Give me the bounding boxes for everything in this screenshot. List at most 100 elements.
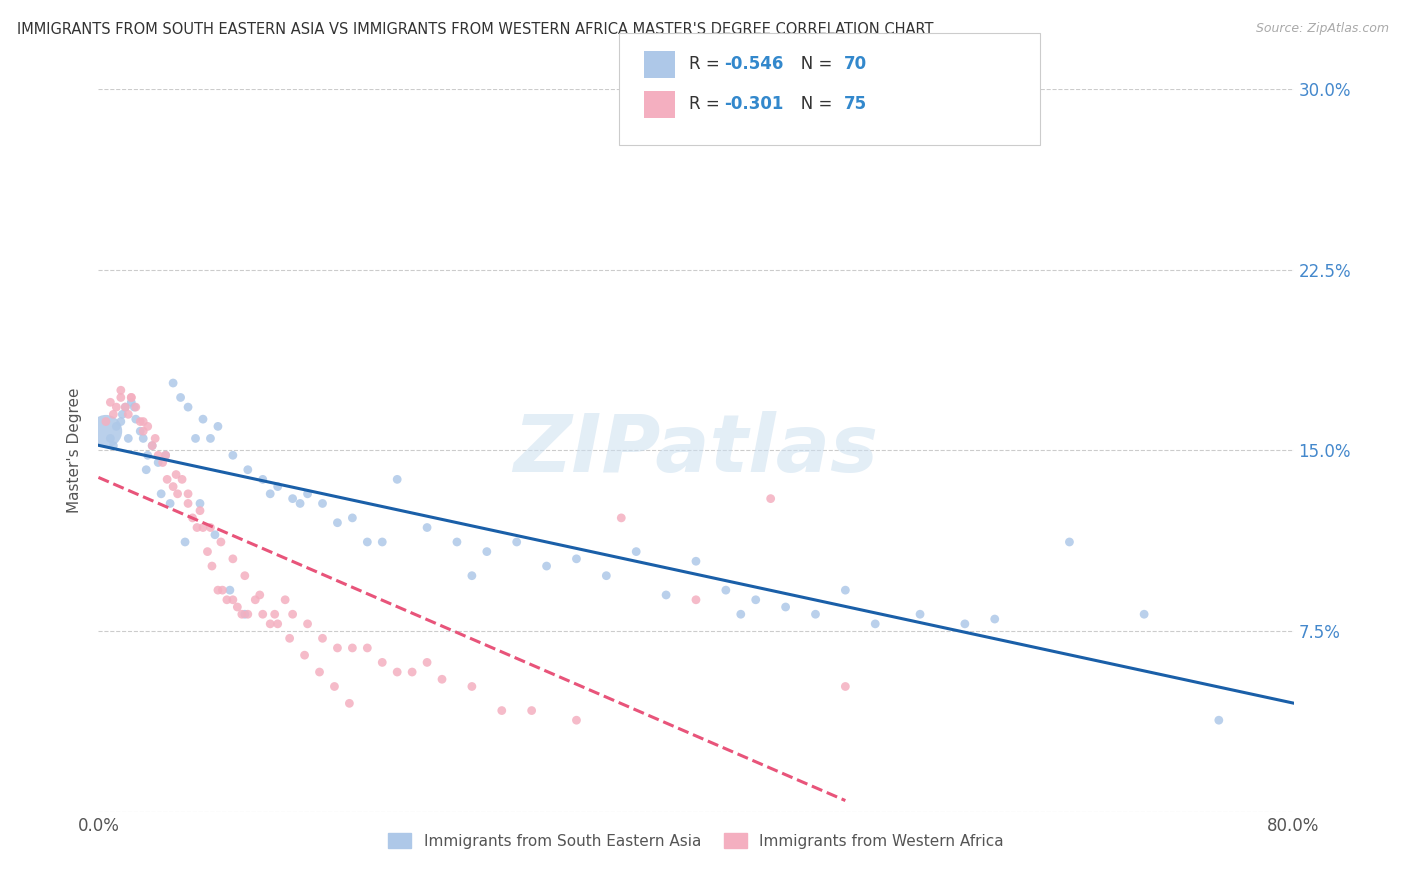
Point [207, 583, 229, 598]
Point [908, 607, 931, 622]
Point [174, 535, 197, 549]
Point [159, 496, 181, 510]
Point [186, 520, 208, 534]
Point [204, 527, 226, 541]
Point [114, 400, 136, 414]
Point [191, 412, 214, 426]
Point [834, 680, 856, 694]
Point [416, 656, 439, 670]
Point [148, 448, 170, 462]
Text: R =: R = [689, 55, 725, 73]
Point [249, 588, 271, 602]
Point [356, 640, 378, 655]
Point [111, 407, 134, 421]
Point [520, 704, 543, 718]
Point [714, 583, 737, 598]
Point [125, 412, 148, 426]
Point [326, 516, 349, 530]
Point [1133, 607, 1156, 622]
Point [281, 491, 304, 506]
Point [491, 704, 513, 718]
Point [294, 648, 316, 662]
Point [984, 612, 1007, 626]
Point [595, 568, 617, 582]
Point [98, 431, 122, 445]
Point [536, 559, 558, 574]
Point [132, 424, 155, 438]
Point [281, 607, 304, 622]
Point [110, 384, 132, 398]
Point [222, 448, 245, 462]
Text: -0.546: -0.546 [724, 55, 783, 73]
Point [342, 640, 364, 655]
Point [259, 616, 281, 631]
Point [288, 496, 311, 510]
Point [177, 400, 200, 414]
Point [103, 407, 125, 421]
Point [120, 391, 142, 405]
Point [506, 535, 529, 549]
Text: ZIPatlas: ZIPatlas [513, 411, 879, 490]
Point [745, 592, 768, 607]
Text: Source: ZipAtlas.com: Source: ZipAtlas.com [1256, 22, 1389, 36]
Point [222, 551, 245, 566]
Point [356, 535, 378, 549]
Point [148, 455, 170, 469]
Point [117, 407, 139, 421]
Point [114, 400, 136, 414]
Point [135, 463, 157, 477]
Point [385, 665, 409, 679]
Point [150, 487, 173, 501]
Point [94, 424, 117, 438]
Point [219, 583, 242, 598]
Point [371, 656, 394, 670]
Point [252, 607, 274, 622]
Point [308, 665, 330, 679]
Point [132, 431, 155, 445]
Point [259, 487, 281, 501]
Point [226, 599, 249, 614]
Point [98, 395, 122, 409]
Point [233, 568, 256, 582]
Point [177, 496, 200, 510]
Point [166, 487, 188, 501]
Text: R =: R = [689, 95, 725, 113]
Text: N =: N = [785, 95, 837, 113]
Text: 70: 70 [844, 55, 866, 73]
Point [267, 616, 290, 631]
Point [297, 487, 319, 501]
Point [565, 713, 588, 727]
Point [446, 535, 468, 549]
Point [141, 439, 163, 453]
Point [385, 472, 409, 486]
Point [207, 419, 229, 434]
Point [162, 480, 184, 494]
Point [342, 511, 364, 525]
Point [233, 607, 256, 622]
Text: N =: N = [785, 55, 837, 73]
Point [105, 400, 128, 414]
Point [165, 467, 187, 482]
Point [323, 680, 346, 694]
Point [297, 616, 319, 631]
Point [188, 496, 211, 510]
Point [236, 463, 259, 477]
Point [730, 607, 752, 622]
Point [685, 592, 707, 607]
Point [274, 592, 297, 607]
Point [339, 696, 361, 710]
Point [311, 496, 333, 510]
Point [685, 554, 707, 568]
Point [143, 431, 166, 445]
Point [252, 472, 274, 486]
Point [120, 391, 142, 405]
Point [200, 431, 222, 445]
Point [201, 559, 224, 574]
Point [655, 588, 678, 602]
Point [1208, 713, 1230, 727]
Point [461, 568, 484, 582]
Point [94, 415, 117, 429]
Point [169, 391, 191, 405]
Point [197, 544, 219, 558]
Point [236, 607, 259, 622]
